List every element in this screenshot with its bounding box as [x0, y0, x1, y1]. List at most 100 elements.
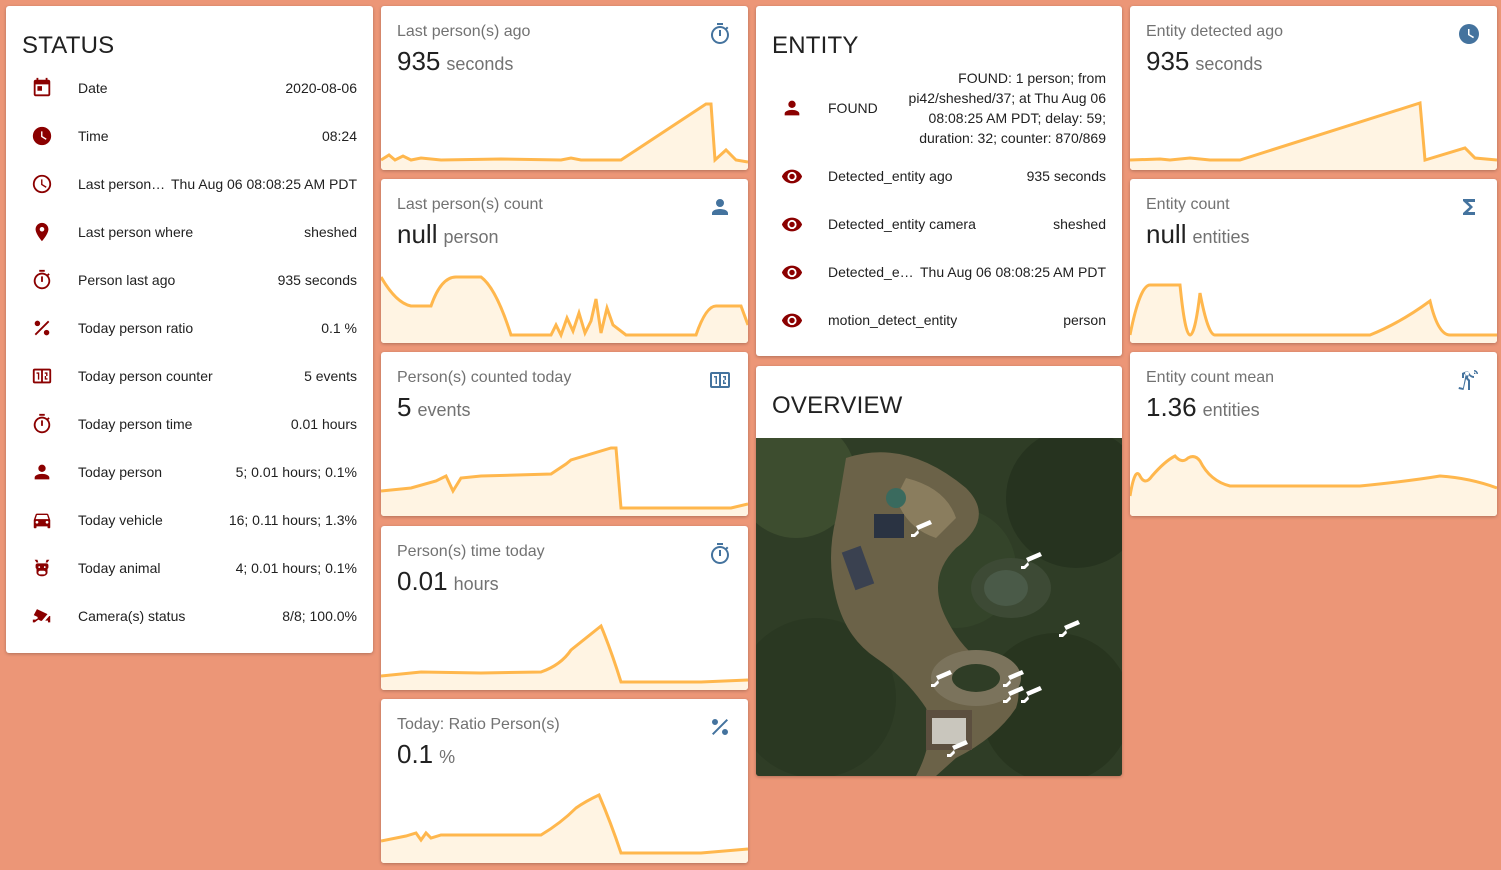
status-row-name: Camera(s) status [78, 608, 186, 624]
status-row-value: 16; 0.11 hours; 1.3% [228, 512, 357, 528]
status-row-value: 5; 0.01 hours; 0.1% [235, 464, 357, 480]
timer-icon [22, 404, 62, 444]
status-row-value: 2020-08-06 [285, 80, 357, 96]
history-graph [1130, 454, 1497, 516]
status-row-value: 0.01 hours [290, 416, 357, 432]
entity-row[interactable]: Detected_e… Thu Aug 06 08:08:25 AM PDT [772, 252, 1106, 292]
status-row[interactable]: Camera(s) status 8/8; 100.0% [22, 596, 357, 636]
status-row-value: 935 seconds [277, 272, 357, 288]
status-row[interactable]: Today person 5; 0.01 hours; 0.1% [22, 452, 357, 492]
sensor-name: Last person(s) count [397, 196, 543, 213]
status-row[interactable]: Today animal 4; 0.01 hours; 0.1% [22, 548, 357, 588]
overview-card: OVERVIEW [756, 366, 1122, 776]
sensor-unit: seconds [446, 54, 514, 74]
status-row-name: Today person ratio [78, 320, 194, 336]
sensor-unit: hours [453, 574, 499, 594]
aerial-map-image [756, 438, 1122, 776]
status-row-name: Last person … [78, 176, 167, 192]
account-icon [22, 452, 62, 492]
sensor-card-entity-detected-ago[interactable]: Entity detected ago 935 seconds [1130, 6, 1497, 170]
status-row[interactable]: Today person counter 5 events [22, 356, 357, 396]
entity-row-name: Detected_entity ago [828, 168, 953, 184]
status-row-name: Person last ago [78, 272, 176, 288]
status-row[interactable]: Person last ago 935 seconds [22, 260, 357, 300]
sensor-value: 1.36 entities [1146, 392, 1260, 423]
sensor-value: null entities [1146, 219, 1250, 250]
eye-icon [772, 252, 812, 292]
status-row[interactable]: Today person ratio 0.1 % [22, 308, 357, 348]
percent-icon [22, 308, 62, 348]
entity-row[interactable]: Detected_entity ago 935 seconds [772, 156, 1106, 196]
status-row[interactable]: Today person time 0.01 hours [22, 404, 357, 444]
status-row-name: Time [78, 128, 109, 144]
status-row-value: 0.1 % [321, 320, 357, 336]
sensor-unit: entities [1192, 227, 1250, 247]
status-row-value: sheshed [304, 224, 357, 240]
sensor-card-last-person-ago[interactable]: Last person(s) ago 935 seconds [381, 6, 748, 170]
sensor-number: 0.01 [397, 566, 448, 596]
status-row[interactable]: Last person … Thu Aug 06 08:08:25 AM PDT [22, 164, 357, 204]
entity-row-name: Detected_entity camera [828, 216, 976, 232]
entity-title: ENTITY [772, 32, 859, 59]
sensor-number: null [397, 219, 438, 249]
entity-row-name: FOUND [828, 100, 878, 116]
entity-row-found[interactable]: FOUND [772, 88, 1106, 128]
entity-found-value: FOUND: 1 person; from pi42/sheshed/37; a… [908, 70, 1106, 146]
sigma-icon [1457, 195, 1481, 219]
aerial-map[interactable] [756, 438, 1122, 776]
timer-icon [22, 260, 62, 300]
account-icon [708, 195, 732, 219]
entity-row-name: Detected_e… [828, 264, 914, 280]
sensor-value: 935 seconds [397, 46, 513, 77]
status-row[interactable]: Last person where sheshed [22, 212, 357, 252]
sensor-name: Last person(s) ago [397, 23, 531, 40]
motion-sensor-icon [1457, 368, 1481, 392]
sensor-name: Entity count [1146, 196, 1230, 213]
percent-icon [708, 715, 732, 739]
sensor-card-entity-count[interactable]: Entity count null entities [1130, 179, 1497, 343]
sensor-unit: events [417, 400, 471, 420]
sensor-unit: person [443, 227, 499, 247]
clock-icon [1457, 22, 1481, 46]
entity-row-value: sheshed [1053, 216, 1106, 232]
status-row[interactable]: Date 2020-08-06 [22, 68, 357, 108]
sensor-value: 935 seconds [1146, 46, 1262, 77]
status-row-value: 08:24 [321, 128, 357, 144]
eye-icon [772, 300, 812, 340]
timer-icon [708, 542, 732, 566]
map-marker-icon [22, 212, 62, 252]
timer-icon [708, 22, 732, 46]
status-row-name: Last person where [78, 224, 194, 240]
status-row[interactable]: Time 08:24 [22, 116, 357, 156]
sensor-card-ratio-persons[interactable]: Today: Ratio Person(s) 0.1% [381, 699, 748, 863]
sensor-name: Today: Ratio Person(s) [397, 716, 560, 733]
sensor-name: Person(s) time today [397, 543, 545, 560]
entity-row[interactable]: motion_detect_entity person [772, 300, 1106, 340]
sensor-number: 0.1 [397, 739, 434, 769]
overview-title: OVERVIEW [772, 392, 903, 419]
eye-icon [772, 156, 812, 196]
history-graph [381, 102, 748, 170]
car-icon [22, 500, 62, 540]
sensor-card-persons-time-today[interactable]: Person(s) time today 0.01 hours [381, 526, 748, 690]
sensor-number: 935 [1146, 46, 1190, 76]
status-title: STATUS [22, 32, 115, 59]
status-row-name: Today vehicle [78, 512, 163, 528]
entity-row[interactable]: Detected_entity camera sheshed [772, 204, 1106, 244]
status-row-value: 5 events [304, 368, 357, 384]
status-row-value: 8/8; 100.0% [282, 608, 357, 624]
sensor-value: 0.01 hours [397, 566, 499, 597]
clock-icon [22, 116, 62, 156]
eye-icon [772, 204, 812, 244]
status-row-name: Today person counter [78, 368, 213, 384]
sensor-card-entity-count-mean[interactable]: Entity count mean 1.36 entities [1130, 352, 1497, 516]
status-row[interactable]: Today vehicle 16; 0.11 hours; 1.3% [22, 500, 357, 540]
sensor-number: 1.36 [1146, 392, 1197, 422]
sensor-name: Entity count mean [1146, 369, 1275, 386]
history-graph [381, 275, 748, 343]
sensor-card-last-person-count[interactable]: Last person(s) count null person [381, 179, 748, 343]
status-row-name: Today person time [78, 416, 193, 432]
entity-row-value: person [1063, 312, 1106, 328]
clock-outline-icon [22, 164, 62, 204]
sensor-card-persons-counted-today[interactable]: Person(s) counted today 5 events [381, 352, 748, 516]
